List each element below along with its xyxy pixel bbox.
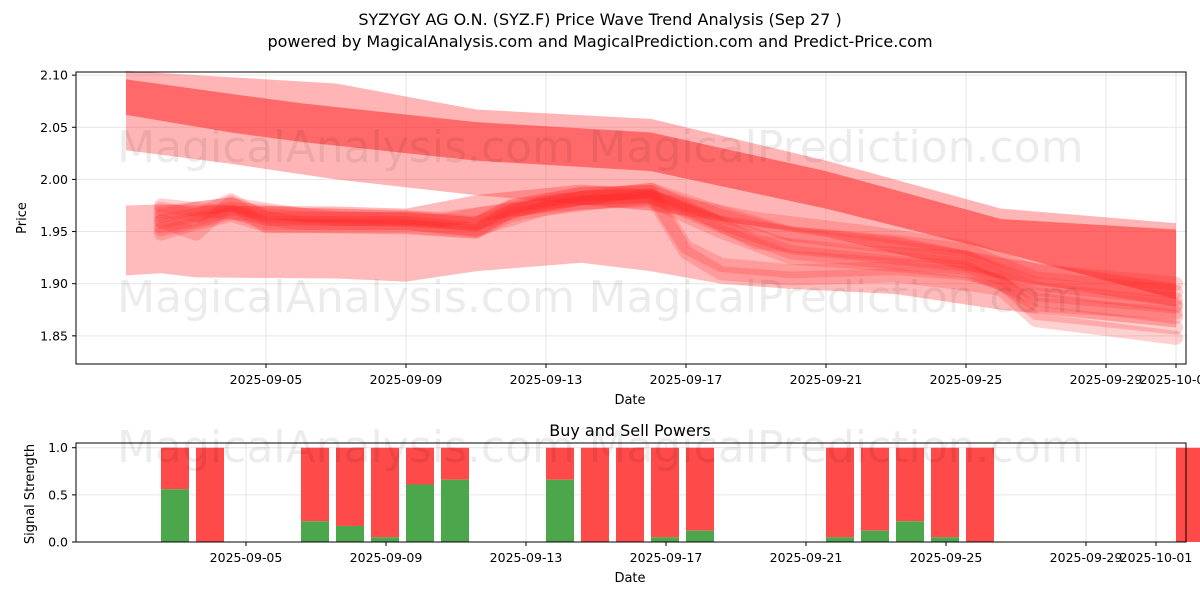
signal-x-label: Date	[614, 571, 645, 586]
price-wave-band	[126, 71, 1176, 307]
buy-power-bar	[896, 521, 924, 542]
signal-xtick-label: 2025-09-25	[910, 550, 983, 565]
signal-ytick-label: 0.0	[48, 535, 68, 550]
price-ytick-label: 2.00	[40, 172, 68, 187]
signal-ytick-label: 1.0	[48, 440, 68, 455]
price-xtick-label: 2025-09-13	[510, 372, 583, 387]
sell-power-bar	[441, 447, 469, 480]
signal-xtick-label: 2025-09-17	[630, 550, 703, 565]
buy-sell-title: Buy and Sell Powers	[549, 421, 711, 440]
sell-power-bar	[161, 447, 189, 490]
sell-power-bar	[616, 447, 644, 542]
sell-power-bar	[336, 447, 364, 526]
buy-power-bar	[651, 537, 679, 542]
buy-power-bar	[686, 530, 714, 542]
signal-xtick-label: 2025-09-09	[350, 550, 423, 565]
buy-sell-plot: Buy and Sell Powers MagicalAnalysis.com M…	[23, 421, 1200, 586]
price-ytick-label: 2.10	[40, 68, 68, 83]
buy-power-bar	[861, 530, 889, 542]
price-ytick-label: 1.85	[40, 328, 68, 343]
price-ytick-label: 1.90	[40, 276, 68, 291]
price-wave-line	[154, 189, 1183, 314]
buy-power-bar	[371, 537, 399, 542]
sell-power-bar	[301, 447, 329, 522]
signal-y-label: Signal Strength	[23, 444, 38, 544]
buy-sell-frame	[75, 442, 1187, 543]
price-xtick-label: 2025-09-29	[1070, 372, 1143, 387]
price-wave-plot: MagicalAnalysis.com MagicalPrediction.com…	[15, 68, 1200, 408]
main-subtitle: powered by MagicalAnalysis.com and Magic…	[267, 32, 932, 51]
signal-xtick-label: 2025-09-05	[210, 550, 283, 565]
sell-power-bar	[196, 447, 224, 542]
sell-power-bar	[581, 447, 609, 542]
sell-power-bar	[406, 447, 434, 485]
signal-xtick-label: 2025-09-13	[490, 550, 563, 565]
buy-power-bar	[161, 489, 189, 542]
price-wave-line	[154, 191, 1183, 291]
price-y-label: Price	[15, 202, 30, 234]
sell-power-bar	[826, 447, 854, 538]
sell-power-bar	[931, 447, 959, 538]
watermark-text: MagicalAnalysis.com	[117, 272, 575, 323]
buy-power-bar	[546, 479, 574, 542]
sell-power-bar	[896, 447, 924, 522]
watermark-text: MagicalPrediction.com	[589, 422, 1084, 473]
price-x-label: Date	[614, 393, 645, 408]
buy-power-bar	[301, 521, 329, 542]
buy-power-bar	[441, 479, 469, 542]
buy-power-bar	[336, 525, 364, 542]
sell-power-bar	[1176, 447, 1200, 542]
signal-xtick-label: 2025-09-21	[770, 550, 843, 565]
price-xtick-label: 2025-09-05	[230, 372, 303, 387]
price-xtick-label: 2025-09-17	[650, 372, 723, 387]
watermark-text: MagicalPrediction.com	[589, 272, 1084, 323]
price-wave-line	[154, 188, 1183, 345]
price-wave-line	[154, 193, 1183, 320]
buy-power-bar	[931, 537, 959, 542]
price-xtick-label: 2025-10-01	[1140, 372, 1200, 387]
price-wave-line	[154, 182, 1183, 299]
buy-power-bar	[826, 537, 854, 542]
price-wave-line	[154, 189, 1183, 325]
price-wave-band	[126, 184, 1176, 328]
watermark-text: MagicalAnalysis.com	[117, 122, 575, 173]
watermark-text: MagicalPrediction.com	[589, 122, 1084, 173]
price-xtick-label: 2025-09-25	[930, 372, 1003, 387]
sell-power-bar	[371, 447, 399, 538]
buy-power-bar	[406, 484, 434, 542]
signal-ytick-label: 0.5	[48, 487, 68, 502]
price-ytick-label: 2.05	[40, 120, 68, 135]
sell-power-bar	[546, 447, 574, 480]
sell-power-bar	[966, 447, 994, 542]
price-ytick-label: 1.95	[40, 224, 68, 239]
price-wave-line	[154, 182, 1183, 312]
sell-power-bar	[861, 447, 889, 531]
price-xtick-label: 2025-09-09	[370, 372, 443, 387]
watermark-text: MagicalAnalysis.com	[117, 422, 575, 473]
price-xtick-label: 2025-09-21	[790, 372, 863, 387]
sell-power-bar	[686, 447, 714, 531]
price-plot-frame	[75, 71, 1187, 365]
sell-power-bar	[651, 447, 679, 538]
price-wave-line	[154, 184, 1183, 335]
price-wave-band	[126, 79, 1176, 300]
signal-xtick-label: 2025-09-29	[1050, 550, 1123, 565]
signal-xtick-label: 2025-10-01	[1120, 550, 1193, 565]
main-title: SYZYGY AG O.N. (SYZ.F) Price Wave Trend …	[358, 10, 841, 29]
price-wave-line	[154, 184, 1183, 307]
